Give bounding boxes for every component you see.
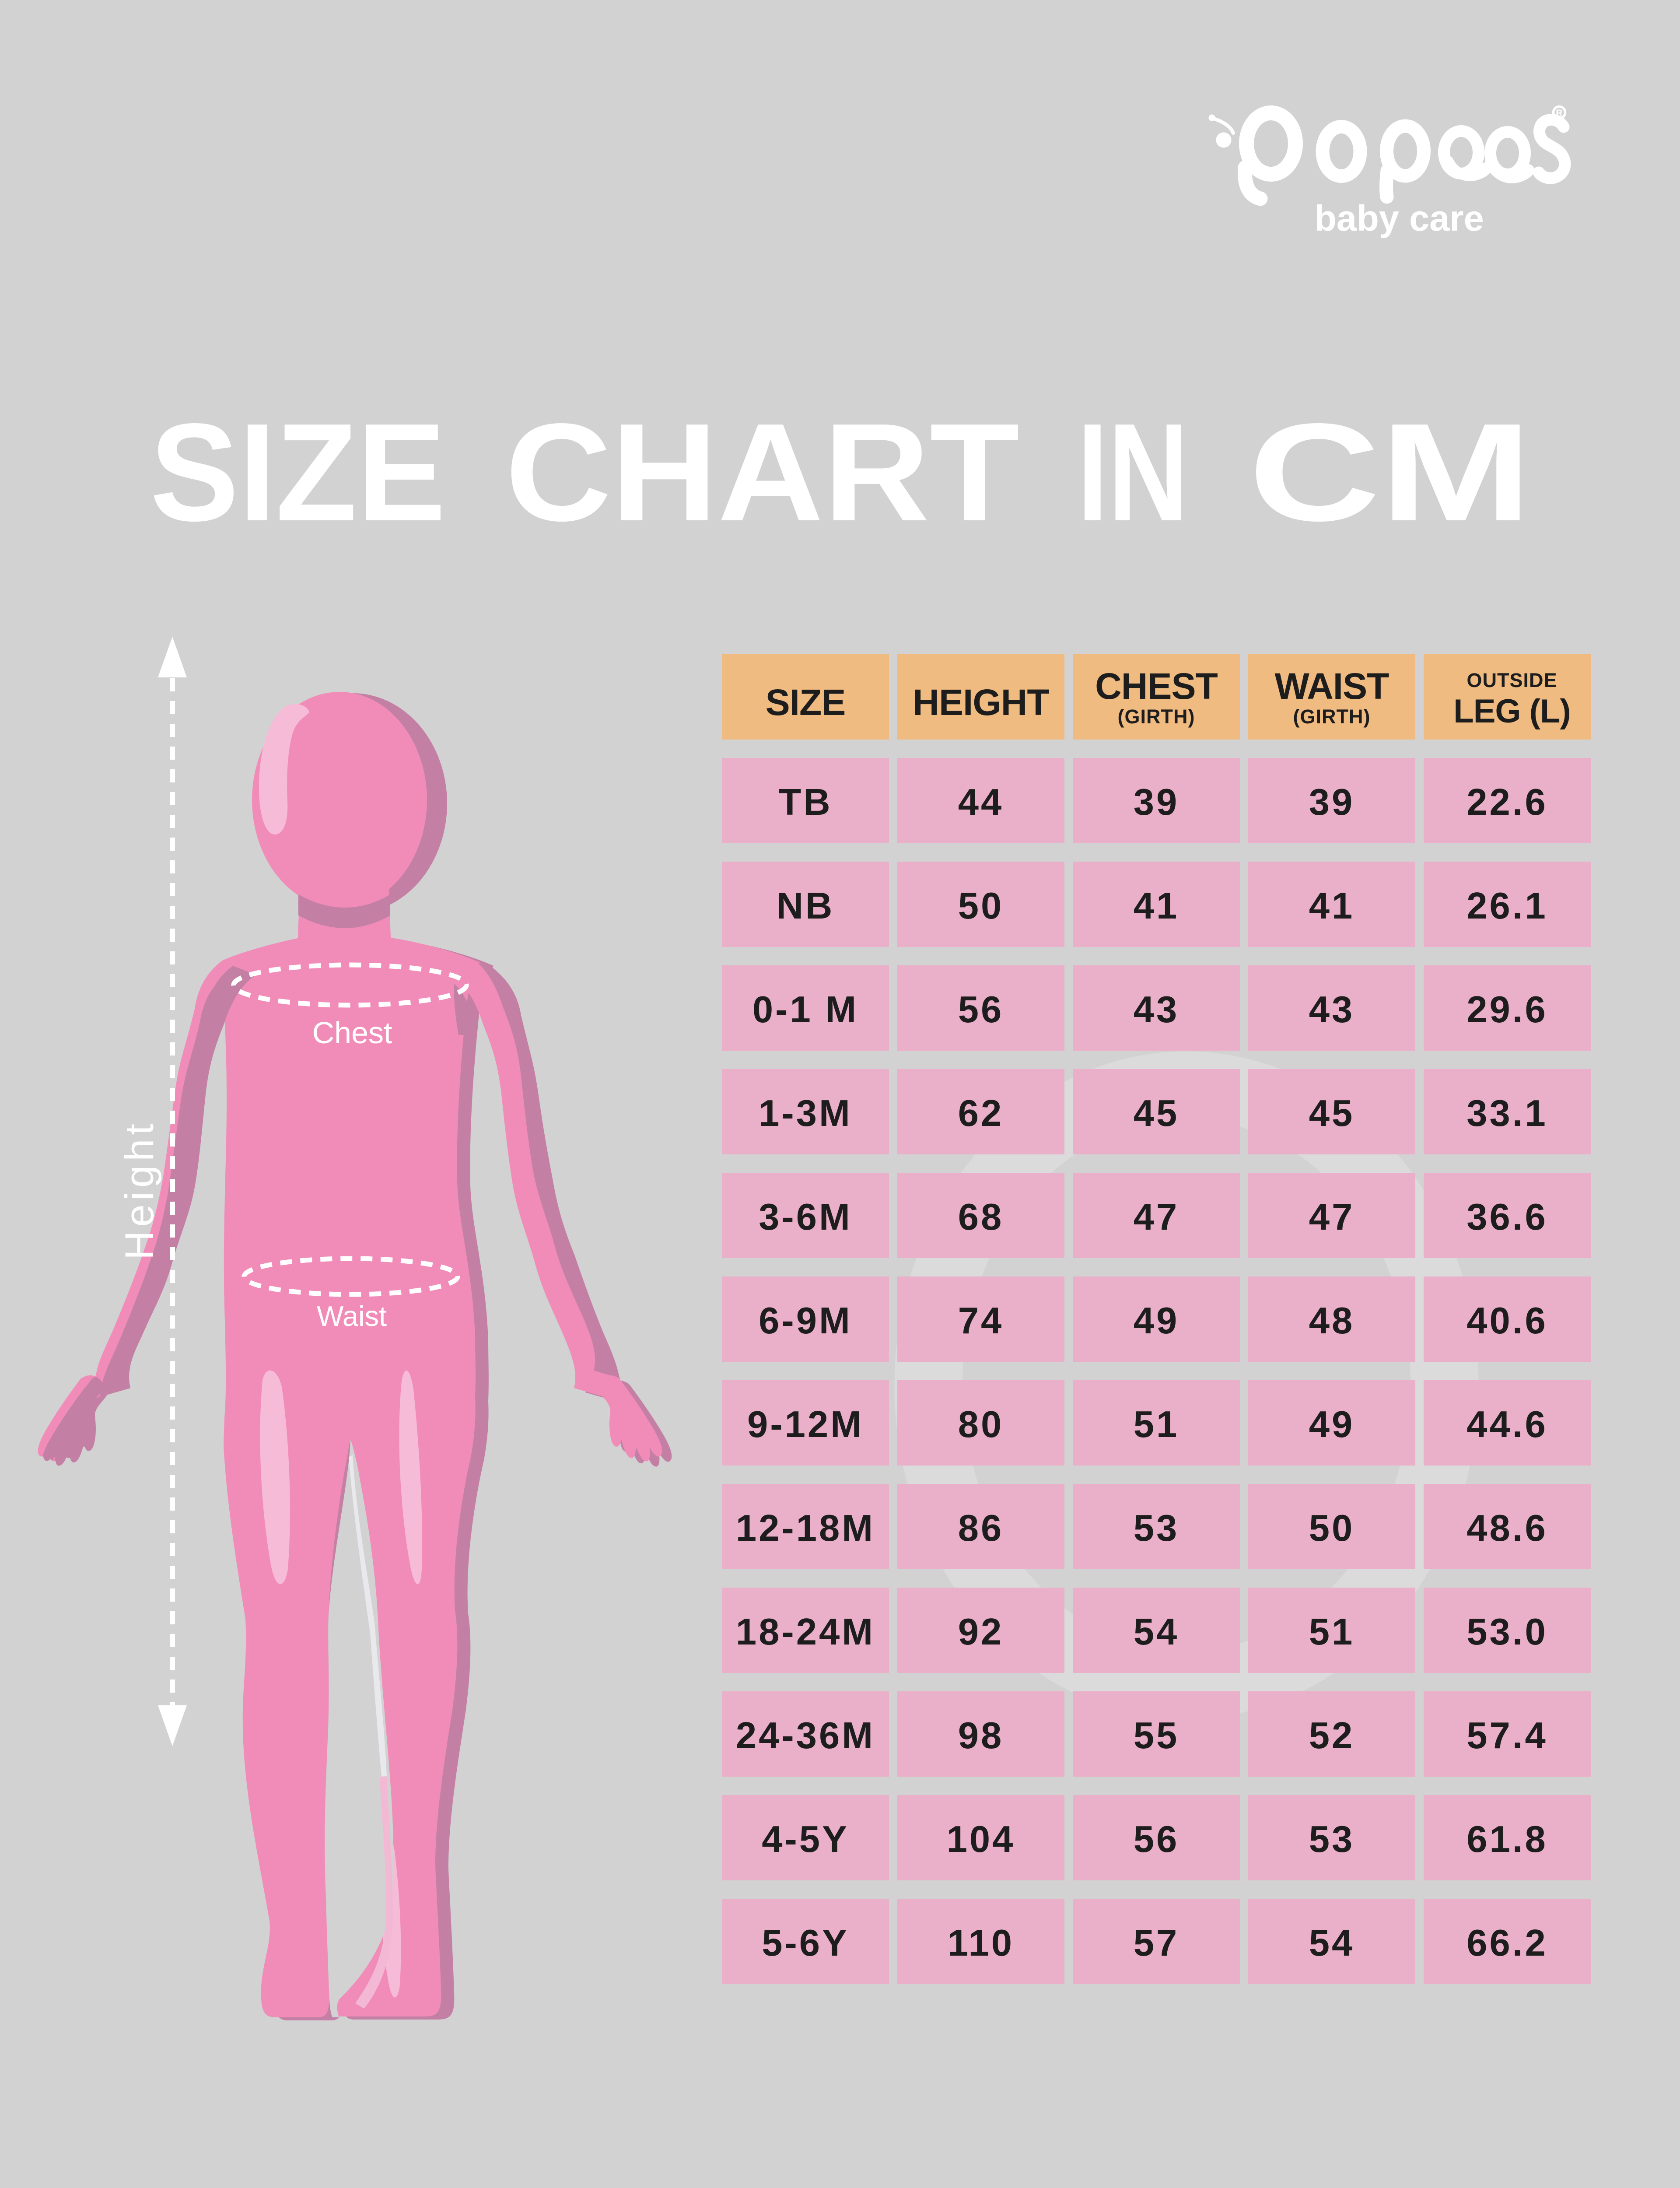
svg-text:baby care: baby care [1314, 198, 1484, 238]
svg-text:Chest: Chest [312, 1016, 392, 1050]
svg-text:R: R [1556, 108, 1562, 118]
svg-text:Waist: Waist [317, 1300, 387, 1332]
svg-text:Height: Height [117, 1120, 162, 1260]
